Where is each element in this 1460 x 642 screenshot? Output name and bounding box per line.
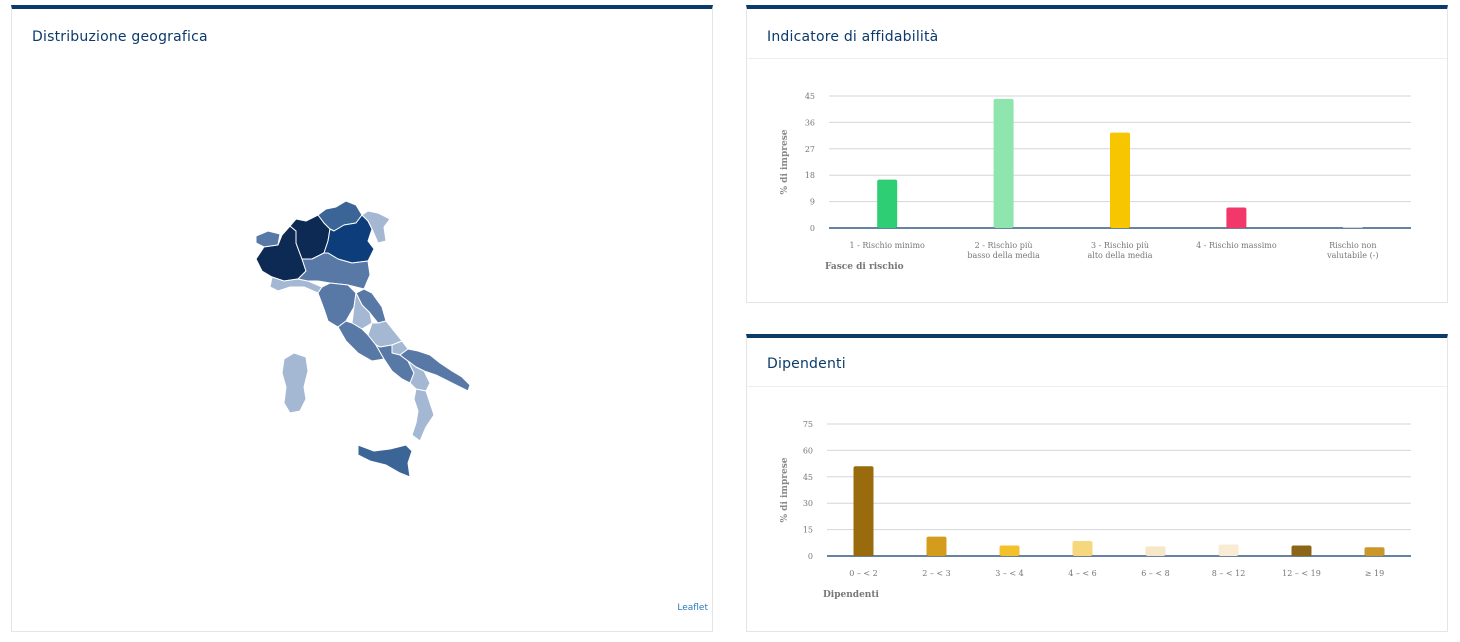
affidabilita-xtick-label: 2 - Rischio più basso della media [967, 241, 1040, 260]
dipendenti-ytick-label: 45 [803, 473, 813, 482]
region-sardegna[interactable] [281, 352, 309, 414]
dipendenti-card: Dipendenti 0 15 30 45 60 75 % di imprese 0 – < … [746, 334, 1448, 632]
affidabilita-card: Indicatore di affidabilità 0 9 18 27 36 45 % d… [746, 5, 1448, 303]
dipendenti-xlabel: Dipendenti [823, 590, 880, 600]
affidabilita-xtick-label: 3 - Rischio più alto della media [1088, 241, 1153, 260]
region-toscana[interactable] [317, 282, 357, 328]
dipendenti-title: Dipendenti [767, 356, 846, 372]
dipendenti-xtick-label: 3 – < 4 [995, 569, 1024, 578]
dipendenti-bar[interactable] [926, 536, 947, 556]
affidabilita-xtick-label: Rischio non valutabile (-) [1326, 241, 1378, 260]
italy-map[interactable] [12, 31, 712, 631]
affidabilita-chart: 0 9 18 27 36 45 % di imprese 1 - Rischio minimo… [780, 92, 1411, 272]
dipendenti-bar[interactable] [853, 466, 874, 556]
dipendenti-xtick-label: ≥ 19 [1365, 569, 1384, 578]
dipendenti-xtick-label: 0 – < 2 [849, 569, 878, 578]
affidabilita-ytick-label: 45 [805, 92, 815, 101]
dipendenti-ylabel: % di imprese [780, 457, 790, 522]
region-emilia[interactable] [297, 252, 371, 290]
dipendenti-bar[interactable] [1291, 545, 1312, 556]
leaflet-attribution-link[interactable]: Leaflet [677, 603, 708, 613]
dipendenti-bar[interactable] [1364, 547, 1385, 556]
affidabilita-bar[interactable] [1342, 227, 1363, 228]
dipendenti-bar[interactable] [1145, 546, 1166, 556]
affidabilita-bar[interactable] [993, 98, 1014, 228]
affidabilita-ytick-label: 36 [805, 118, 815, 127]
affidabilita-ytick-label: 9 [810, 198, 815, 207]
dipendenti-xtick-label: 6 – < 8 [1141, 569, 1170, 578]
affidabilita-title: Indicatore di affidabilità [767, 29, 939, 45]
dipendenti-divider [747, 386, 1447, 387]
affidabilita-ytick-label: 18 [805, 171, 815, 180]
dipendenti-ytick-label: 75 [803, 420, 813, 429]
region-valle-daosta[interactable] [255, 230, 281, 248]
region-umbria[interactable] [351, 292, 373, 330]
dipendenti-xtick-label: 8 – < 12 [1212, 569, 1246, 578]
affidabilita-bar[interactable] [1226, 207, 1247, 228]
region-friuli[interactable] [361, 210, 391, 244]
dipendenti-ytick-label: 15 [803, 526, 813, 535]
dipendenti-xtick-label: 2 – < 3 [922, 569, 951, 578]
map-card: Distribuzione geografica [11, 5, 713, 632]
dipendenti-chart: 0 15 30 45 60 75 % di imprese 0 – < 2 2 – < 3 3 –… [780, 420, 1411, 600]
dipendenti-xtick-label: 12 – < 19 [1282, 569, 1321, 578]
dipendenti-bar[interactable] [1072, 541, 1093, 556]
dipendenti-ytick-label: 60 [803, 446, 813, 455]
dipendenti-bar[interactable] [999, 545, 1020, 556]
dipendenti-ytick-label: 30 [803, 499, 813, 508]
dipendenti-xtick-label: 4 – < 6 [1068, 569, 1097, 578]
affidabilita-bar[interactable] [877, 179, 898, 228]
affidabilita-xlabel: Fasce di rischio [825, 262, 904, 272]
affidabilita-ytick-label: 0 [810, 224, 815, 233]
dipendenti-ytick-label: 0 [808, 552, 813, 561]
region-calabria[interactable] [411, 388, 435, 442]
region-sicilia[interactable] [357, 444, 413, 478]
affidabilita-ylabel: % di imprese [780, 129, 790, 194]
map-title: Distribuzione geografica [32, 29, 208, 45]
affidabilita-xtick-label: 4 - Rischio massimo [1196, 241, 1277, 250]
affidabilita-divider [747, 58, 1447, 59]
affidabilita-xtick-label: 1 - Rischio minimo [850, 241, 926, 250]
affidabilita-ytick-label: 27 [805, 145, 815, 154]
affidabilita-bar[interactable] [1110, 132, 1130, 228]
dipendenti-bar[interactable] [1218, 544, 1239, 556]
